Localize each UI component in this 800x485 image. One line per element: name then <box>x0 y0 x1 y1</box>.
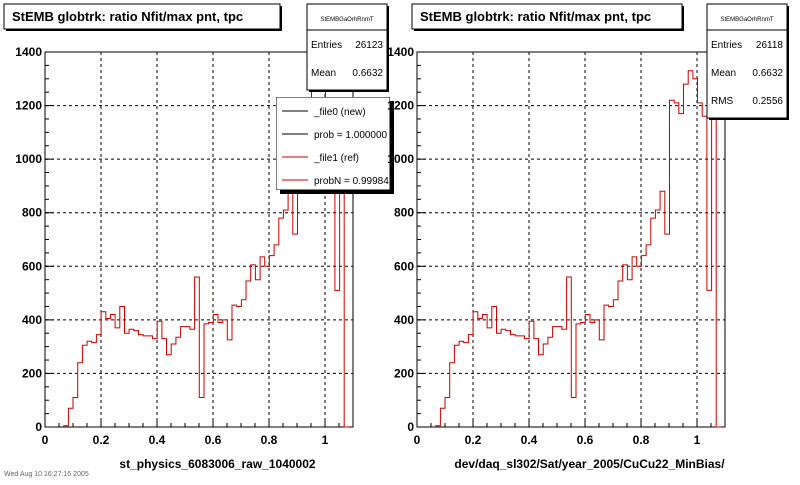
stats-box <box>706 3 788 119</box>
legend-box <box>276 97 390 190</box>
stats-label: RMS <box>711 96 734 107</box>
title-box <box>3 3 281 30</box>
stats-name: StEMBGaOrhRnmT <box>720 17 773 23</box>
x-tick-label: 0 <box>414 433 421 447</box>
stats-value: 26118 <box>756 40 784 51</box>
x-axis-label: st_physics_6083006_raw_1040002 <box>119 457 315 471</box>
x-tick-label: 0.4 <box>149 433 166 447</box>
y-tick-label: 800 <box>394 206 414 220</box>
chart-title: StEMB globtrk: ratio Nfit/max pnt, tpc <box>420 9 651 24</box>
legend-label: probN = 0.99984 <box>314 176 389 187</box>
stats-value: 0.6632 <box>352 68 383 79</box>
x-tick-label: 0.6 <box>205 433 222 447</box>
chart-panel-left: 0 0.2 0.4 0.6 0.8 1 0 200 400 600 800 1000 1200 1400 s… <box>3 3 394 471</box>
y-tick-label: 800 <box>22 206 42 220</box>
y-tick-label: 600 <box>394 259 414 273</box>
stats-box <box>306 3 388 91</box>
stats-label: Mean <box>711 68 736 79</box>
y-tick-label: 400 <box>22 313 42 327</box>
x-tick-label: 0 <box>42 433 49 447</box>
chart-panel-right: 0 0.2 0.4 0.6 0.8 1 0 200 400 600 800 1000 1200 1400 d… <box>387 3 789 471</box>
y-tick-label: 200 <box>22 366 42 380</box>
y-tick-label: 200 <box>394 366 414 380</box>
histogram-series <box>435 70 721 428</box>
legend-label: _file0 (new) <box>313 107 366 118</box>
x-tick-label: 0.4 <box>521 433 538 447</box>
x-tick-label: 0.8 <box>633 433 650 447</box>
y-tick-label: 0 <box>35 420 42 434</box>
stats-label: Entries <box>711 40 742 51</box>
stats-value: 0.6632 <box>752 68 783 79</box>
x-tick-label: 0.2 <box>465 433 482 447</box>
y-tick-label: 0 <box>407 420 414 434</box>
y-tick-label: 1400 <box>387 45 414 59</box>
stats-value: 26123 <box>355 40 383 51</box>
footer-timestamp: Wed Aug 10 16:27:16 2005 <box>4 471 89 478</box>
y-tick-label: 400 <box>394 313 414 327</box>
legend-label: _file1 (ref) <box>313 153 359 164</box>
x-axis-label: dev/daq_sl302/Sat/year_2005/CuCu22_MinBi… <box>454 457 725 471</box>
y-tick-label: 1000 <box>387 152 414 166</box>
x-tick-label: 1 <box>694 433 701 447</box>
y-tick-label: 1200 <box>15 99 42 113</box>
x-tick-label: 0.8 <box>261 433 278 447</box>
x-tick-label: 0.6 <box>577 433 594 447</box>
y-tick-label: 1400 <box>15 45 42 59</box>
stats-name: StEMBGaOrhRnmT <box>320 17 373 23</box>
x-tick-label: 1 <box>322 433 329 447</box>
stats-label: Mean <box>311 68 336 79</box>
stats-value: 0.2556 <box>752 96 783 107</box>
chart-title: StEMB globtrk: ratio Nfit/max pnt, tpc <box>12 9 243 24</box>
stats-label: Entries <box>311 40 342 51</box>
legend-clip: _file0 (new) prob = 1.000000 _file1 (ref) p… <box>276 97 390 190</box>
y-tick-label: 1200 <box>387 99 414 113</box>
title-box <box>411 3 683 30</box>
x-tick-label: 0.2 <box>93 433 110 447</box>
legend-label: prob = 1.000000 <box>314 130 388 141</box>
y-tick-label: 1000 <box>15 152 42 166</box>
y-tick-label: 600 <box>22 259 42 273</box>
